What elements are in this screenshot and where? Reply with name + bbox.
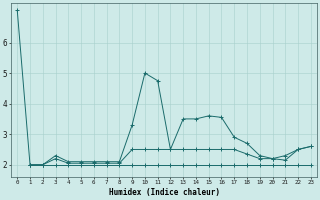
X-axis label: Humidex (Indice chaleur): Humidex (Indice chaleur) [108,188,220,197]
